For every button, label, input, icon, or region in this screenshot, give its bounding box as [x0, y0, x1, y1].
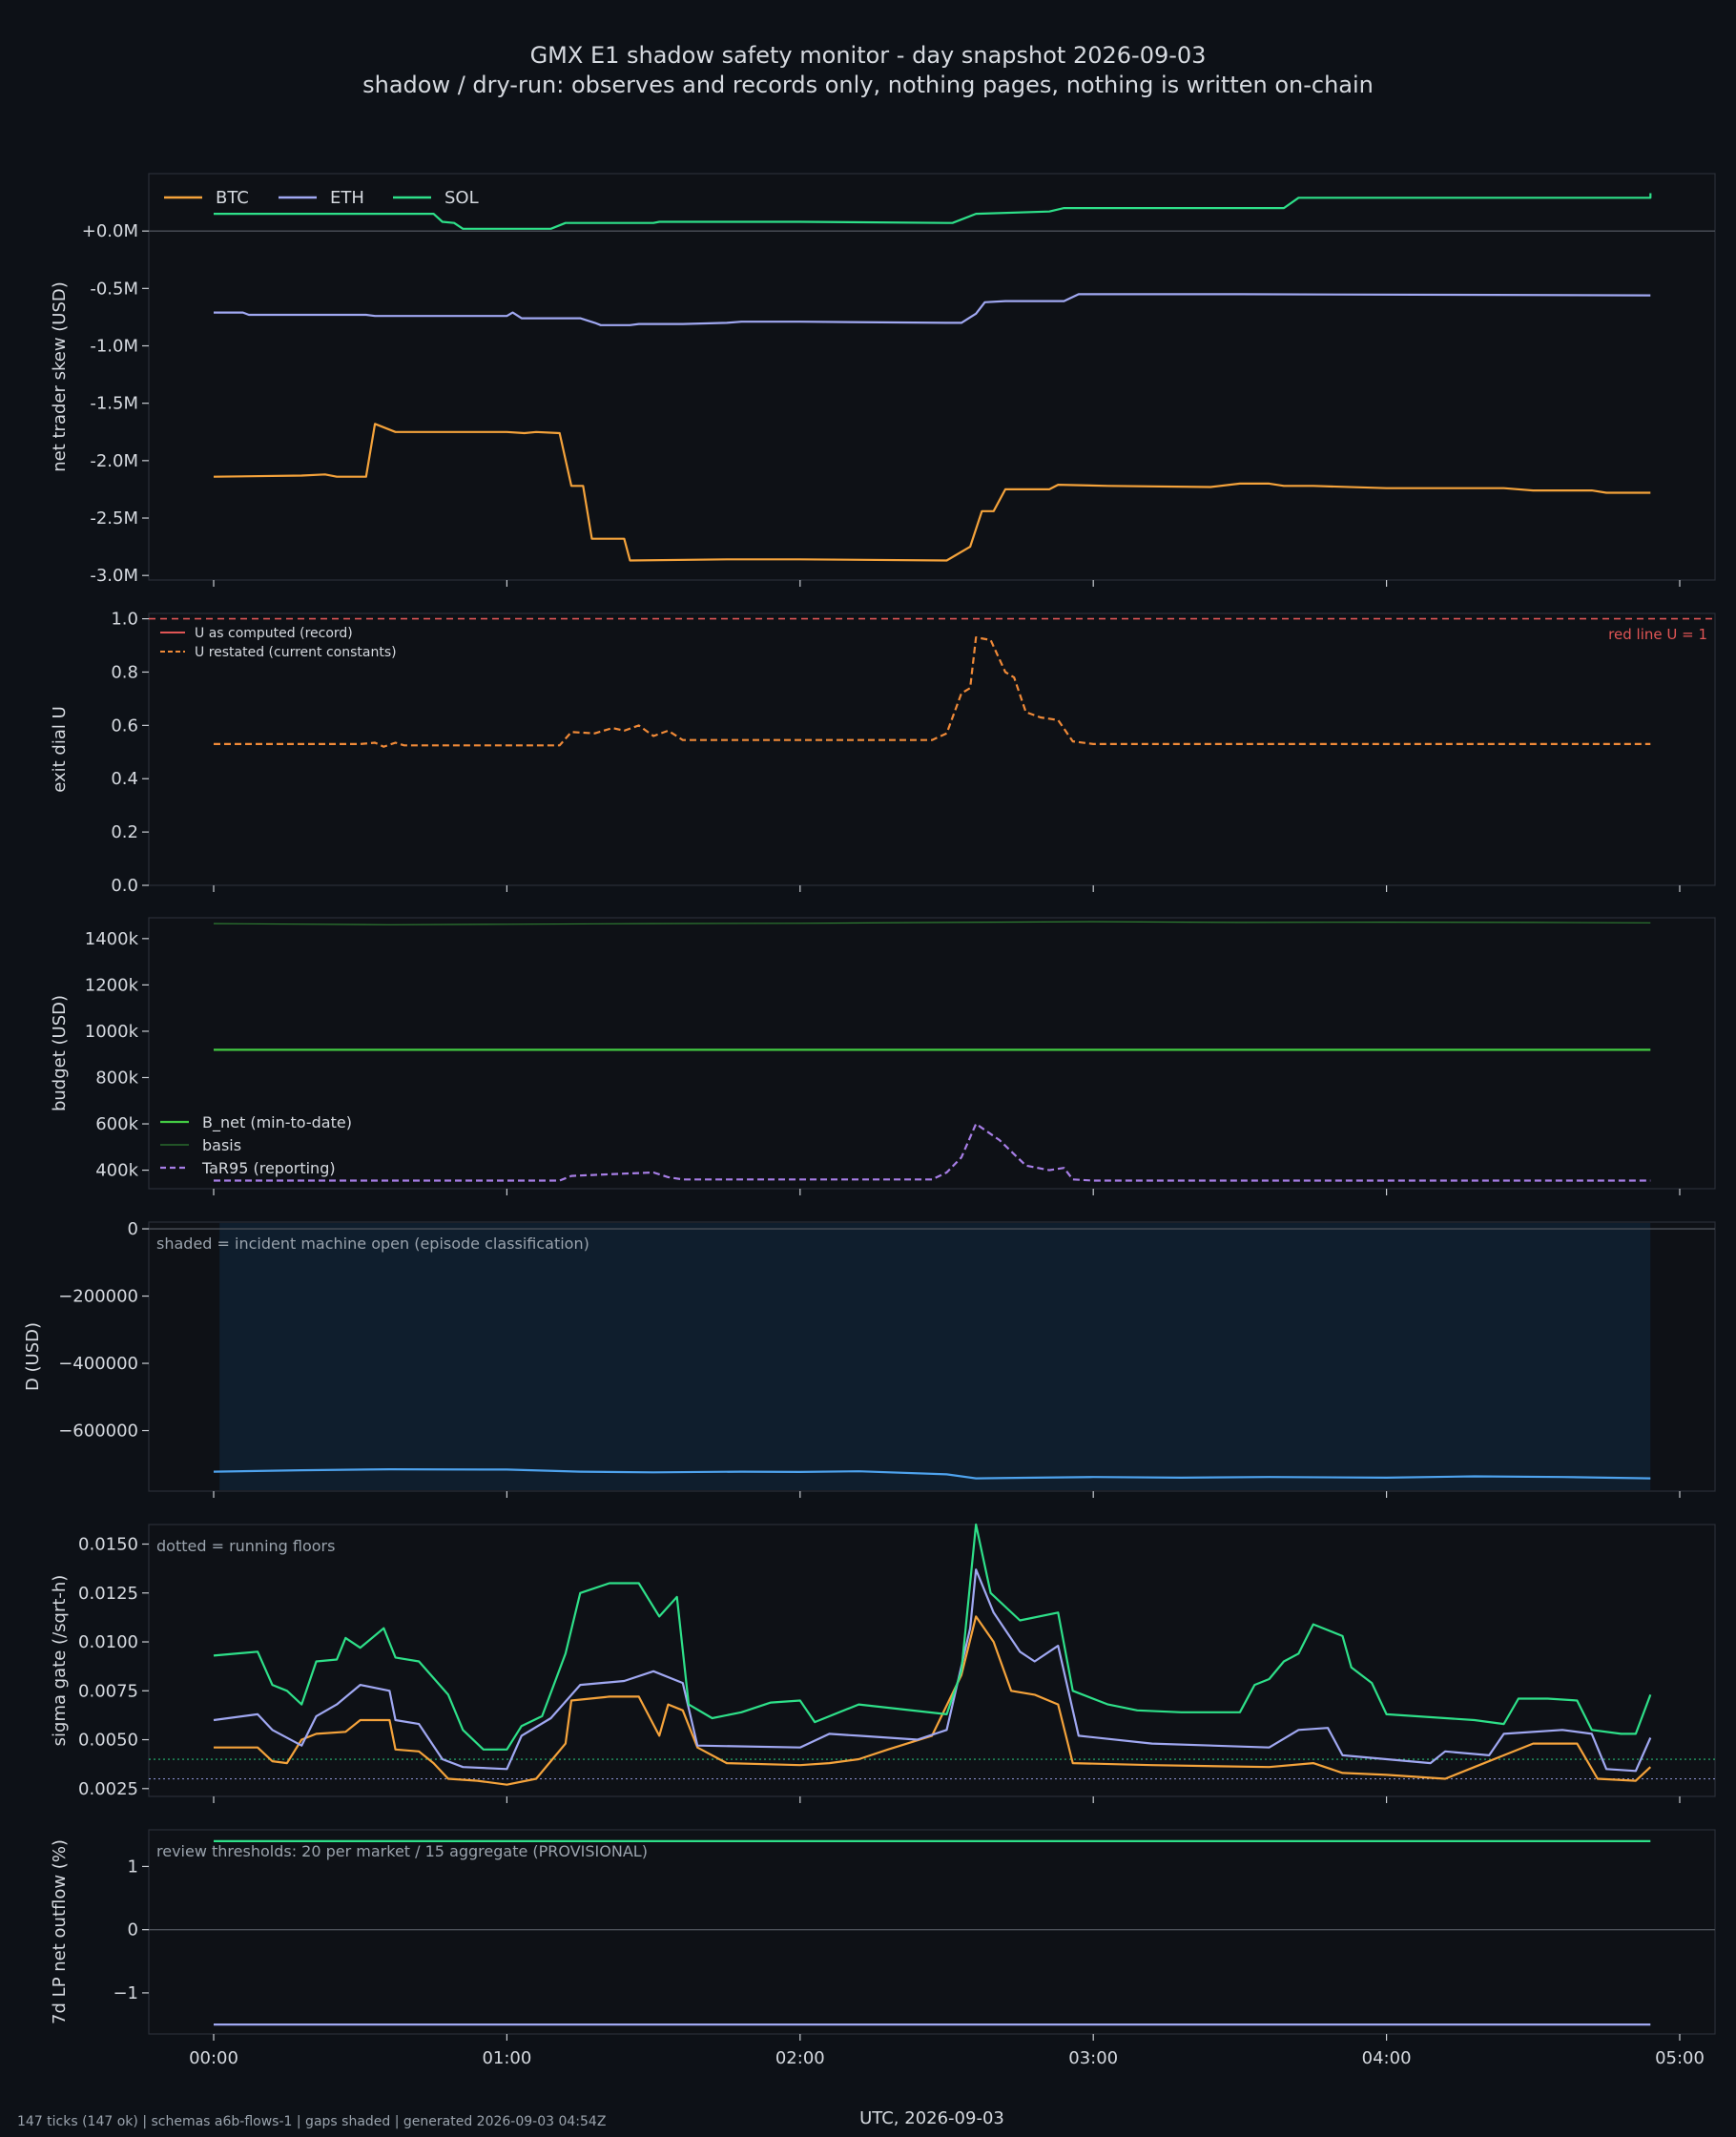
y-tick-label: 1000k [85, 1022, 139, 1042]
y-tick-label: 400k [95, 1161, 138, 1181]
x-tick-label: 03:00 [1068, 2048, 1118, 2068]
y-tick-label: 0.0150 [78, 1535, 138, 1555]
shade-note: shaded = incident machine open (episode … [156, 1234, 589, 1253]
y-tick-label: 1200k [85, 975, 139, 995]
panel-4: 0.0025 0.0050 0.0075 0.0100 0.0125 0.0150 sigm… [50, 1523, 1716, 1803]
y-axis-label: 7d LP net outflow (%) [50, 1839, 70, 2024]
y-tick-label: 0.0 [111, 876, 138, 896]
footer-status: 147 ticks (147 ok) | schemas a6b-flows-1… [17, 2114, 606, 2129]
y-tick-label: 0.8 [111, 662, 138, 682]
y-tick-label: -1.0M [90, 337, 138, 357]
y-axis-label: D (USD) [23, 1322, 43, 1391]
legend-label: B_net (min-to-date) [202, 1113, 352, 1132]
series-line-u-restated-current-constants- [214, 636, 1651, 748]
panel-3: 0 −200000 −400000 −600000 D (USD) shaded = in… [23, 1219, 1716, 1498]
figure-title: GMX E1 shadow safety monitor - day snaps… [530, 42, 1207, 69]
y-tick-label: 0.0025 [78, 1779, 138, 1799]
y-tick-label: −200000 [58, 1287, 138, 1307]
panel-0: +0.0M -0.5M -1.0M -1.5M -2.0M -2.5M -3.0M net t… [50, 173, 1716, 587]
panel-note: dotted = running floors [156, 1537, 335, 1555]
y-tick-label: 1400k [85, 929, 139, 949]
x-tick-label: 04:00 [1362, 2048, 1412, 2068]
series-line-eth [214, 293, 1651, 326]
series-line-btc [214, 1615, 1652, 1786]
y-tick-label: −1 [113, 1983, 138, 2003]
y-tick-label: -1.5M [90, 394, 138, 414]
y-tick-label: 600k [95, 1114, 138, 1134]
series-line-sol [213, 1523, 1652, 1751]
legend-label: TaR95 (reporting) [201, 1159, 336, 1177]
y-tick-label: −400000 [58, 1354, 138, 1374]
y-tick-label: 0.0100 [78, 1632, 138, 1652]
y-tick-label: 1 [128, 1857, 138, 1877]
series-line-sol [214, 193, 1652, 230]
incident-shade [219, 1223, 1651, 1490]
y-tick-label: −600000 [58, 1421, 138, 1442]
legend-label: U restated (current constants) [195, 645, 397, 660]
y-axis-label: budget (USD) [50, 995, 70, 1111]
panel-frame [148, 1829, 1716, 2035]
y-tick-label: 0.0125 [78, 1584, 138, 1604]
y-tick-label: 1.0 [111, 610, 138, 630]
series-line-tar95-reporting- [214, 1122, 1651, 1182]
y-tick-label: 0.4 [111, 769, 138, 789]
legend-label-btc: BTC [216, 188, 249, 208]
y-tick-label: 0.2 [111, 822, 138, 842]
y-tick-label: 0.6 [111, 716, 138, 736]
panel-note: review thresholds: 20 per market / 15 ag… [156, 1842, 648, 1860]
y-tick-label: 0.0050 [78, 1731, 138, 1751]
y-tick-label: -2.0M [90, 451, 138, 471]
panel-frame [148, 173, 1716, 581]
series-line-btc [213, 423, 1651, 562]
legend-label: U as computed (record) [195, 626, 353, 641]
y-tick-label: 0 [128, 1920, 138, 1940]
series-line-basis [213, 921, 1651, 925]
y-tick-label: -2.5M [90, 508, 138, 529]
panel-5: 1 0 −1 00:00 01:00 02:00 03:00 04:00 05:00 7d LP … [50, 1829, 1716, 2068]
x-tick-label: 01:00 [482, 2048, 531, 2068]
y-tick-label: +0.0M [82, 221, 138, 241]
x-tick-label: 00:00 [189, 2048, 238, 2068]
panel-1: red line U = 1 0.0 0.2 0.4 0.6 0.8 1.0 exit dia… [50, 610, 1716, 896]
y-tick-label: 0 [128, 1219, 138, 1239]
x-axis-label: UTC, 2026-09-03 [859, 2108, 1004, 2128]
y-tick-label: -0.5M [90, 279, 138, 299]
legend-label: basis [202, 1136, 241, 1154]
panel-frame [148, 1524, 1716, 1797]
x-tick-label: 05:00 [1655, 2048, 1705, 2068]
series-line-d [213, 1468, 1651, 1480]
series-line-eth [213, 1568, 1652, 1773]
red-line-label: red line U = 1 [1608, 626, 1707, 643]
y-tick-label: 0.0075 [78, 1681, 138, 1701]
x-tick-label: 02:00 [775, 2048, 825, 2068]
y-axis-label: net trader skew (USD) [50, 281, 70, 472]
panel-frame [148, 612, 1716, 886]
y-tick-label: 800k [95, 1068, 138, 1088]
panel-frame [148, 917, 1716, 1190]
figure-subtitle: shadow / dry-run: observes and records o… [362, 72, 1374, 98]
y-tick-label: -3.0M [90, 566, 138, 586]
y-axis-label: exit dial U [50, 706, 70, 793]
legend-label-eth: ETH [330, 188, 364, 208]
y-axis-label: sigma gate (/sqrt-h) [50, 1575, 70, 1747]
legend-label-sol: SOL [444, 188, 479, 208]
panel-2: 400k 600k 800k 1000k 1200k 1400k budget (USD) B… [50, 917, 1716, 1195]
